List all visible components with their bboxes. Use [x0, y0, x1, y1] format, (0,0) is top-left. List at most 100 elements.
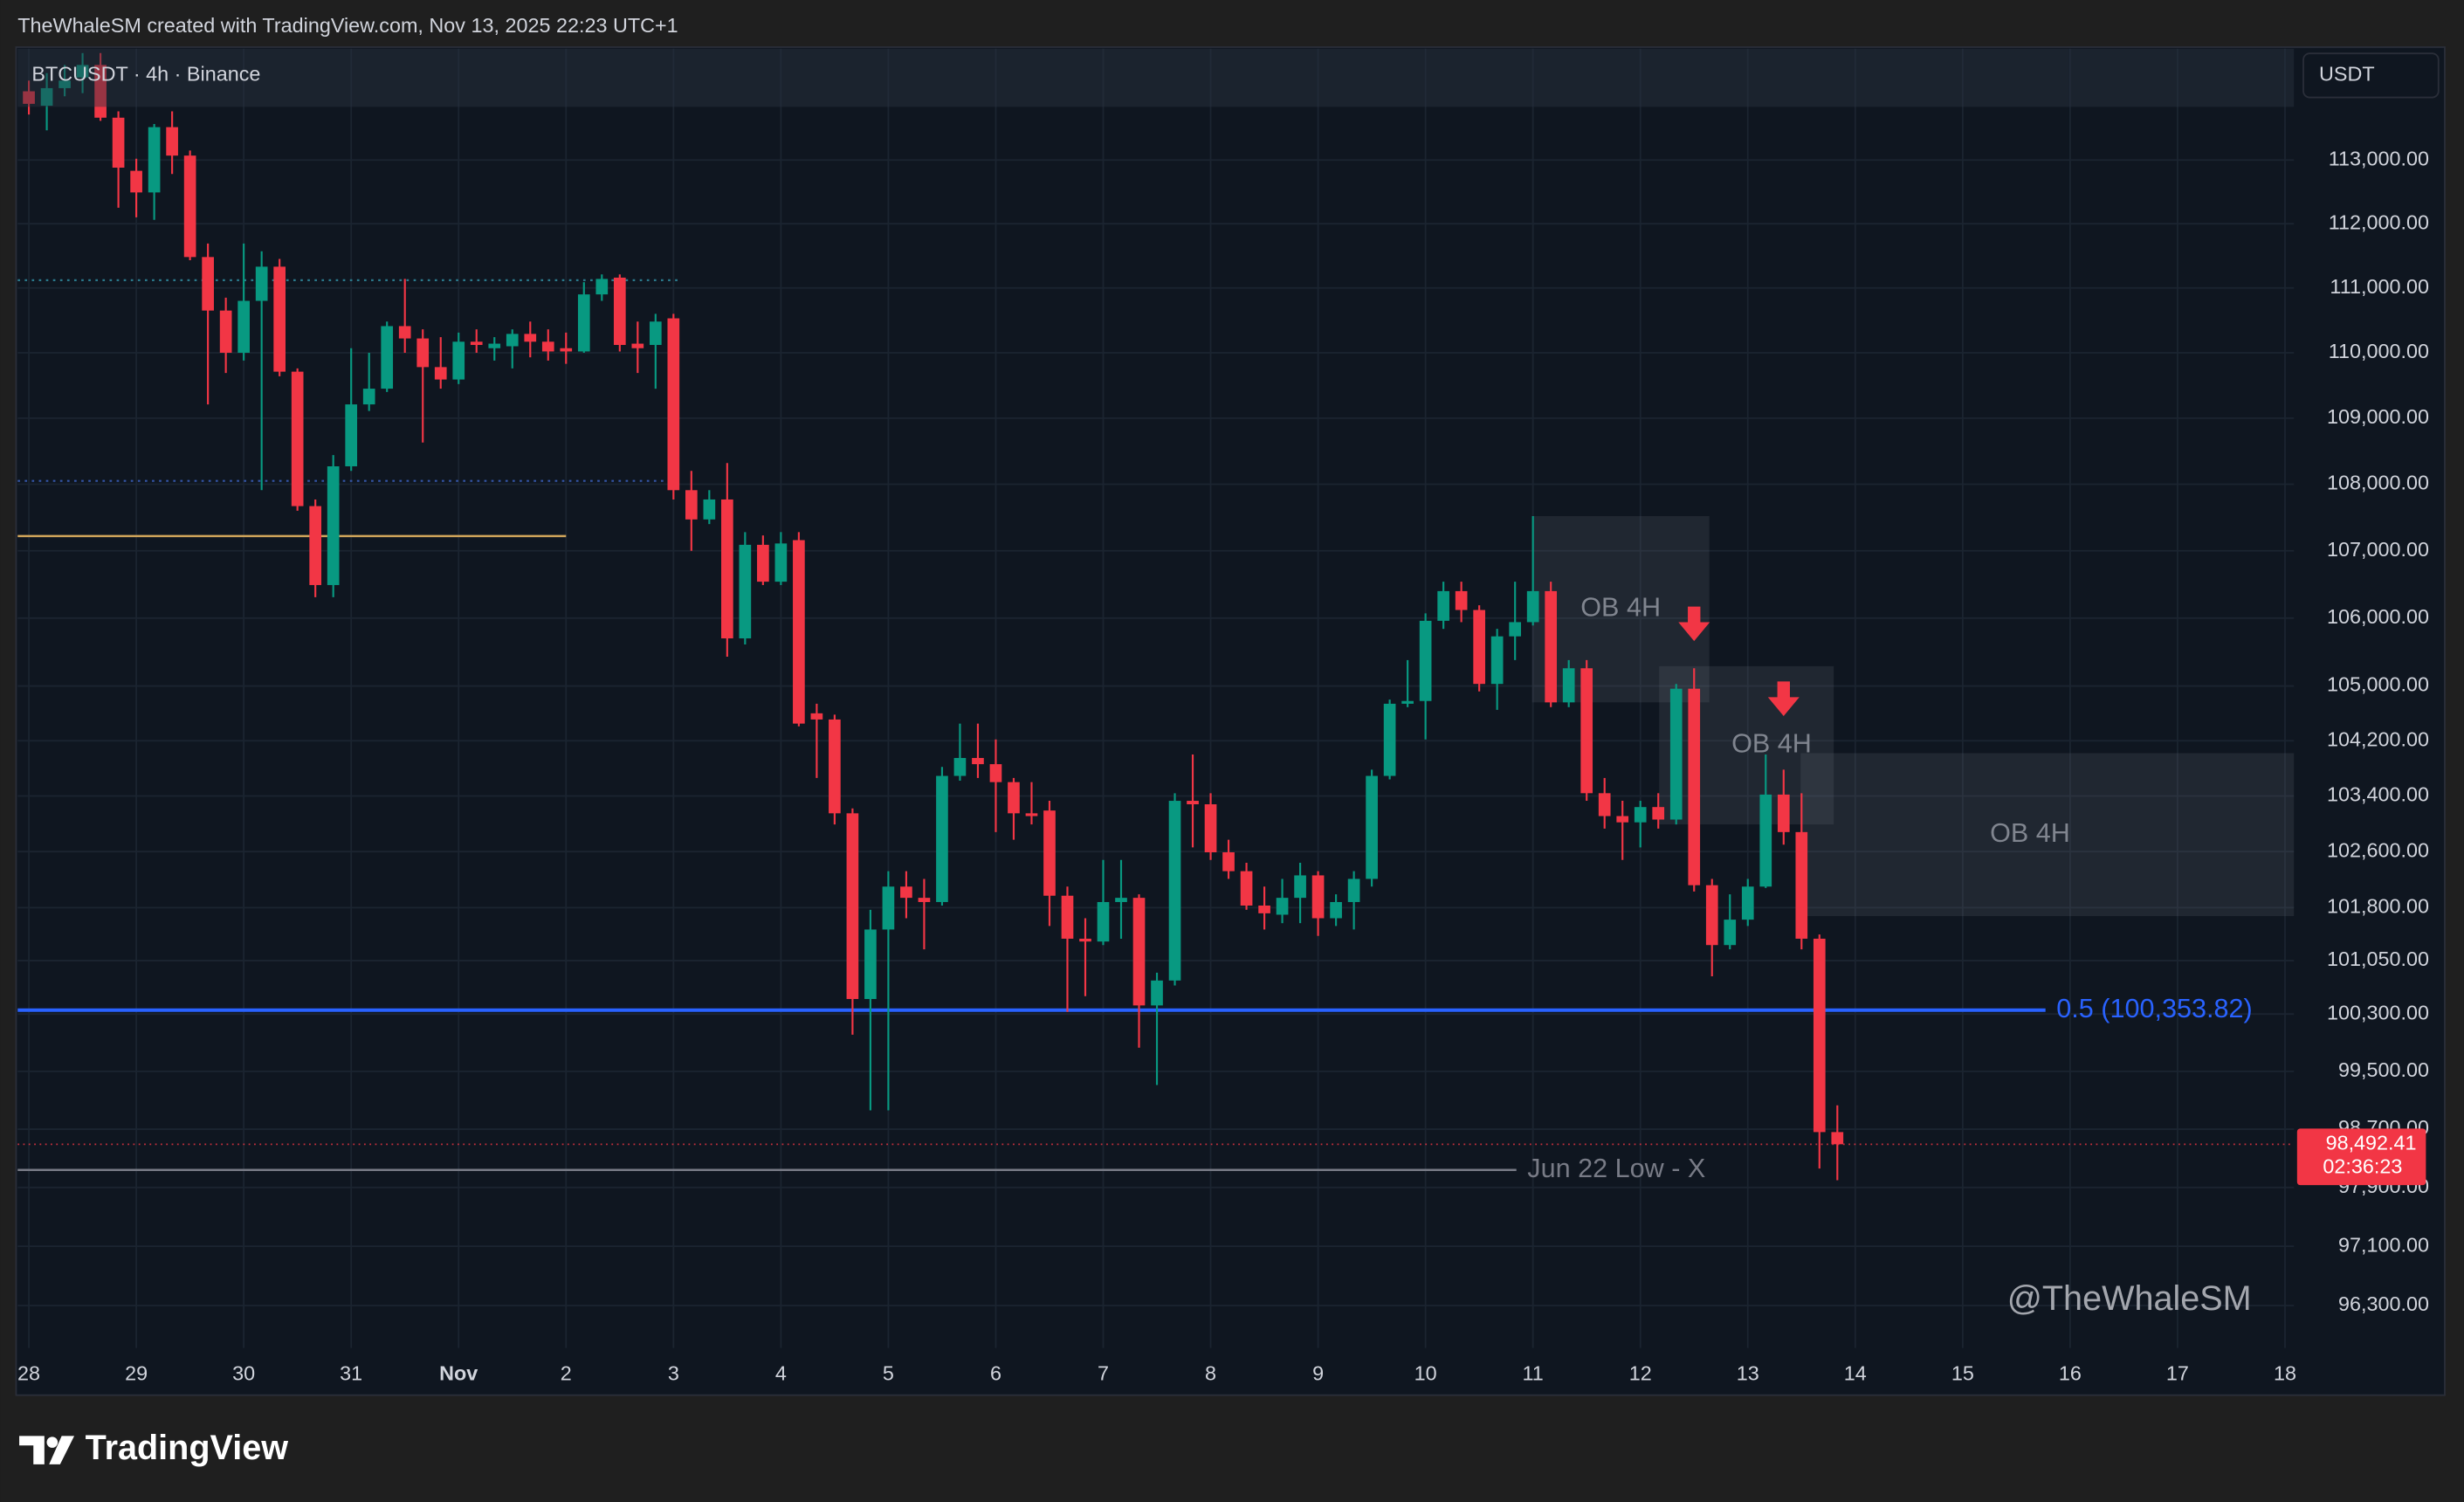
candle-body: [631, 343, 644, 348]
candle-body: [846, 813, 859, 1000]
candle-body: [524, 334, 537, 342]
candle-body: [219, 310, 232, 353]
countdown: 02:36:23: [2323, 1155, 2402, 1178]
levels: [17, 279, 2046, 1172]
chart-panel: [15, 46, 2446, 1396]
candle-body: [255, 266, 268, 301]
candle-body: [613, 277, 626, 346]
currency-box[interactable]: [2302, 52, 2440, 99]
x-tick-label: 12: [1629, 1361, 1652, 1384]
x-tick-label: 15: [1951, 1361, 1974, 1384]
candle-body: [1347, 878, 1360, 902]
candle-body: [434, 367, 447, 380]
candle-body: [273, 266, 286, 372]
candle-body: [1366, 775, 1378, 879]
candle-body: [452, 341, 465, 380]
y-tick-label: 103,400.00: [2327, 783, 2429, 806]
candle-body: [649, 321, 662, 346]
candle-body: [793, 540, 805, 724]
zone-label: OB 4H: [1990, 818, 2070, 848]
level-label: 0.5 (100,353.82): [2056, 994, 2252, 1023]
candle-body: [703, 499, 716, 520]
candle-body: [309, 506, 322, 585]
candle-body: [237, 300, 250, 353]
y-tick-label: 111,000.00: [2330, 275, 2429, 298]
candle-body: [1724, 920, 1737, 946]
x-tick-label: 4: [775, 1361, 787, 1384]
overlay: OB 4H OB 4H OB 4H 0.5 (100,353.82) Jun 22 Lo…: [17, 593, 2426, 1318]
candle-body: [1222, 852, 1235, 872]
candle-body: [1419, 620, 1432, 701]
candle-body: [1545, 590, 1558, 703]
down-arrow: [1678, 606, 1710, 642]
candle-body: [1151, 980, 1163, 1006]
x-tick-label: 16: [2059, 1361, 2082, 1384]
candle-body: [327, 465, 340, 585]
candle-body: [59, 80, 71, 88]
candle-body: [541, 341, 554, 352]
level-label: Jun 22 Low - X: [1527, 1154, 1705, 1183]
candle-body: [1437, 590, 1449, 621]
candle-body: [918, 898, 931, 902]
y-tick-label: 108,000.00: [2327, 472, 2429, 494]
x-tick-label: 2: [561, 1361, 572, 1384]
candle-body: [936, 775, 948, 902]
candle-body: [1401, 700, 1414, 704]
candle-body: [1813, 938, 1826, 1133]
candle-body: [1616, 816, 1629, 823]
candle-body: [1294, 875, 1306, 899]
candle-body: [721, 499, 733, 639]
candle-body: [345, 404, 358, 466]
candle-body: [1634, 807, 1647, 823]
zones: [1531, 516, 2295, 917]
y-tick-label: 104,200.00: [2327, 727, 2429, 750]
candle-body: [1509, 622, 1522, 637]
y-tick-label: 105,000.00: [2327, 673, 2429, 696]
candle-body: [829, 719, 841, 814]
brand: TradingView: [86, 1429, 289, 1467]
last-price-box: [2296, 1128, 2426, 1186]
zone-label: OB 4H: [1580, 593, 1661, 623]
candle-body: [1025, 813, 1038, 816]
x-tick-label: 7: [1098, 1361, 1109, 1384]
x-tick-label: 18: [2274, 1361, 2296, 1384]
candle-body: [972, 757, 984, 765]
candle-body: [1008, 782, 1020, 814]
x-tick-label: 14: [1844, 1361, 1867, 1384]
candle-body: [1598, 793, 1611, 816]
candle-body: [94, 65, 107, 118]
candle-body: [362, 389, 375, 405]
x-tick-label: Nov: [439, 1361, 478, 1384]
x-tick-label: 29: [125, 1361, 148, 1384]
candle-body: [1115, 898, 1127, 902]
candle-body: [166, 127, 178, 156]
x-tick-label: 3: [668, 1361, 679, 1384]
candle-body: [685, 490, 698, 520]
down-arrow: [1767, 681, 1800, 716]
candle-body: [1311, 875, 1325, 919]
candle-body: [774, 543, 788, 582]
x-tick-label: 11: [1523, 1361, 1544, 1384]
y-tick-label: 96,300.00: [2338, 1292, 2429, 1315]
candle-body: [953, 757, 967, 776]
candle-body: [398, 326, 411, 339]
x-tick-label: 30: [232, 1361, 255, 1384]
candle-body: [148, 127, 161, 193]
candle-body: [1168, 801, 1181, 981]
candle-body: [1490, 636, 1504, 685]
candle-body: [291, 371, 304, 506]
order-block: [1531, 516, 1710, 703]
y-tick-label: 100,300.00: [2327, 1001, 2429, 1023]
candle-body: [1473, 610, 1485, 685]
logo-slash: [49, 1436, 75, 1464]
candle-body: [488, 343, 501, 348]
candle-body: [1526, 590, 1539, 623]
candle-body: [560, 348, 573, 352]
order-block: [1800, 753, 2295, 917]
logo-dot: [46, 1437, 59, 1448]
candle-body: [40, 87, 53, 107]
candle-body: [667, 318, 680, 491]
candle-body: [1276, 898, 1289, 915]
